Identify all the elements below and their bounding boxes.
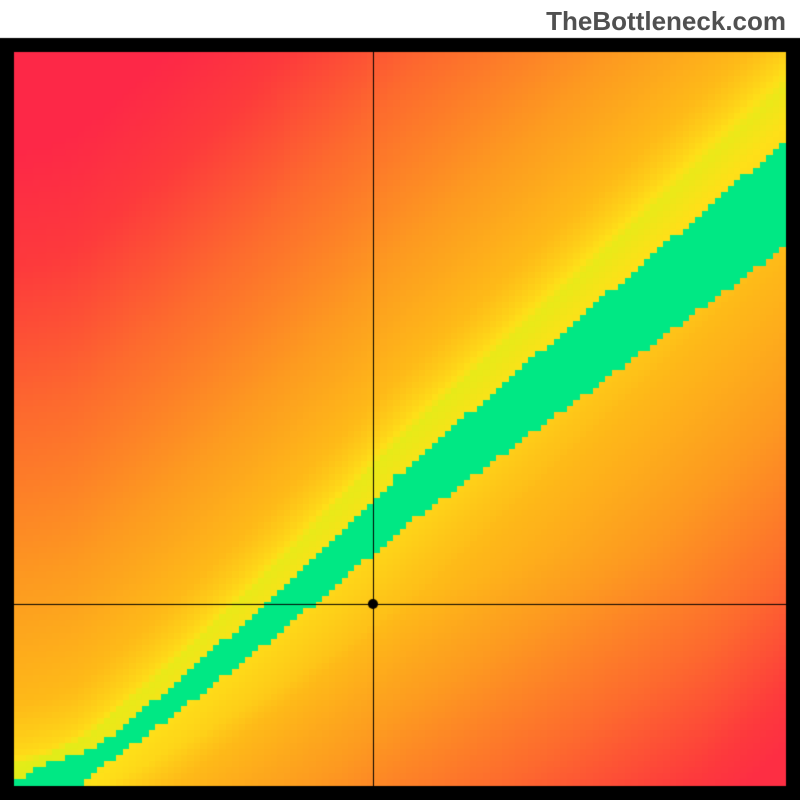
watermark-text: TheBottleneck.com — [546, 6, 786, 37]
heatmap-canvas — [0, 0, 800, 800]
chart-container: TheBottleneck.com — [0, 0, 800, 800]
